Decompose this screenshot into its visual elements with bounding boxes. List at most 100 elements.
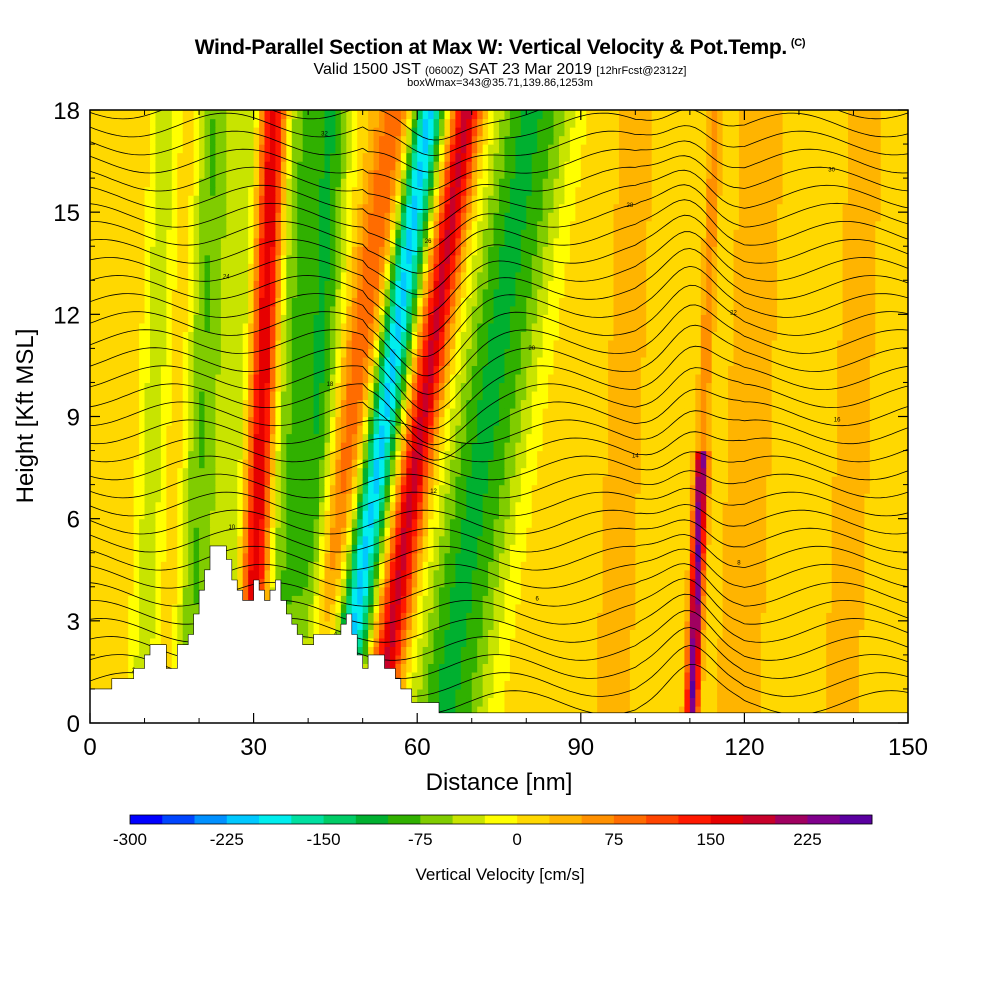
- velocity-cell: [362, 646, 369, 656]
- velocity-cell: [782, 688, 789, 699]
- velocity-cell: [248, 595, 255, 605]
- velocity-cell: [733, 544, 740, 554]
- velocity-cell: [733, 561, 740, 571]
- velocity-cell: [569, 459, 576, 469]
- velocity-cell: [886, 629, 893, 639]
- velocity-cell: [488, 544, 495, 554]
- velocity-cell: [848, 510, 855, 520]
- velocity-cell: [231, 518, 238, 528]
- velocity-cell: [580, 450, 587, 460]
- velocity-cell: [738, 603, 745, 613]
- velocity-cell: [362, 510, 369, 520]
- velocity-cell: [760, 484, 767, 494]
- velocity-cell: [351, 569, 358, 579]
- velocity-cell: [755, 459, 762, 469]
- velocity-cell: [771, 680, 778, 690]
- velocity-cell: [488, 663, 495, 673]
- velocity-cell: [891, 484, 898, 494]
- velocity-cell: [188, 552, 195, 562]
- velocity-cell: [400, 595, 407, 605]
- velocity-cell: [869, 595, 876, 605]
- velocity-cell: [891, 595, 898, 605]
- velocity-cell: [760, 527, 767, 537]
- velocity-cell: [826, 569, 833, 579]
- velocity-cell: [831, 646, 838, 656]
- velocity-cell: [449, 654, 456, 665]
- velocity-cell: [335, 442, 342, 452]
- velocity-cell: [608, 484, 615, 494]
- velocity-cell: [831, 561, 838, 571]
- velocity-cell: [820, 459, 827, 469]
- velocity-cell: [635, 493, 642, 503]
- velocity-cell: [880, 697, 887, 707]
- velocity-cell: [542, 646, 549, 656]
- velocity-cell: [586, 637, 593, 647]
- velocity-cell: [597, 646, 604, 656]
- velocity-cell: [886, 501, 893, 511]
- velocity-cell: [842, 663, 849, 673]
- velocity-cell: [777, 442, 784, 452]
- velocity-cell: [602, 518, 609, 528]
- velocity-cell: [749, 688, 756, 699]
- velocity-cell: [760, 654, 767, 665]
- velocity-cell: [477, 493, 484, 503]
- velocity-cell: [308, 467, 315, 477]
- velocity-cell: [635, 501, 642, 511]
- velocity-cell: [504, 442, 511, 452]
- velocity-cell: [362, 654, 369, 665]
- velocity-cell: [635, 569, 642, 579]
- velocity-cell: [264, 459, 271, 469]
- velocity-cell: [711, 544, 718, 554]
- velocity-cell: [149, 467, 157, 477]
- velocity-cell: [444, 569, 451, 579]
- velocity-cell: [897, 552, 904, 562]
- velocity-cell: [128, 544, 135, 554]
- velocity-cell: [368, 603, 375, 613]
- velocity-cell: [651, 620, 658, 630]
- velocity-cell: [853, 459, 860, 469]
- velocity-cell: [111, 484, 118, 494]
- velocity-cell: [253, 544, 260, 554]
- velocity-cell: [499, 586, 506, 596]
- velocity-cell: [308, 637, 315, 647]
- velocity-cell: [308, 442, 315, 452]
- velocity-cell: [449, 484, 456, 494]
- velocity-cell: [144, 484, 151, 494]
- velocity-cell: [526, 459, 533, 469]
- velocity-cell: [302, 586, 309, 596]
- velocity-cell: [804, 450, 811, 460]
- velocity-cell: [482, 620, 489, 630]
- velocity-cell: [700, 459, 707, 469]
- velocity-cell: [897, 561, 904, 571]
- velocity-cell: [820, 595, 827, 605]
- velocity-cell: [384, 646, 391, 656]
- velocity-cell: [640, 637, 647, 647]
- velocity-cell: [106, 578, 113, 588]
- velocity-cell: [853, 637, 860, 647]
- velocity-cell: [504, 535, 511, 545]
- velocity-cell: [728, 646, 735, 656]
- velocity-cell: [526, 697, 533, 707]
- velocity-cell: [575, 680, 582, 690]
- velocity-cell: [738, 535, 745, 545]
- velocity-cell: [286, 561, 293, 571]
- velocity-cell: [569, 595, 576, 605]
- velocity-cell: [755, 569, 762, 579]
- velocity-cell: [171, 535, 178, 545]
- velocity-cell: [695, 552, 702, 562]
- velocity-cell: [357, 603, 364, 613]
- velocity-cell: [482, 578, 489, 588]
- velocity-cell: [466, 595, 473, 605]
- velocity-cell: [193, 595, 200, 605]
- velocity-cell: [706, 680, 713, 690]
- velocity-cell: [384, 612, 391, 622]
- velocity-cell: [695, 518, 702, 528]
- velocity-cell: [275, 433, 282, 443]
- velocity-cell: [738, 501, 745, 511]
- velocity-cell: [199, 527, 206, 537]
- velocity-cell: [695, 442, 702, 452]
- velocity-cell: [335, 459, 342, 469]
- velocity-cell: [864, 620, 871, 630]
- velocity-cell: [242, 518, 249, 528]
- velocity-cell: [411, 493, 418, 503]
